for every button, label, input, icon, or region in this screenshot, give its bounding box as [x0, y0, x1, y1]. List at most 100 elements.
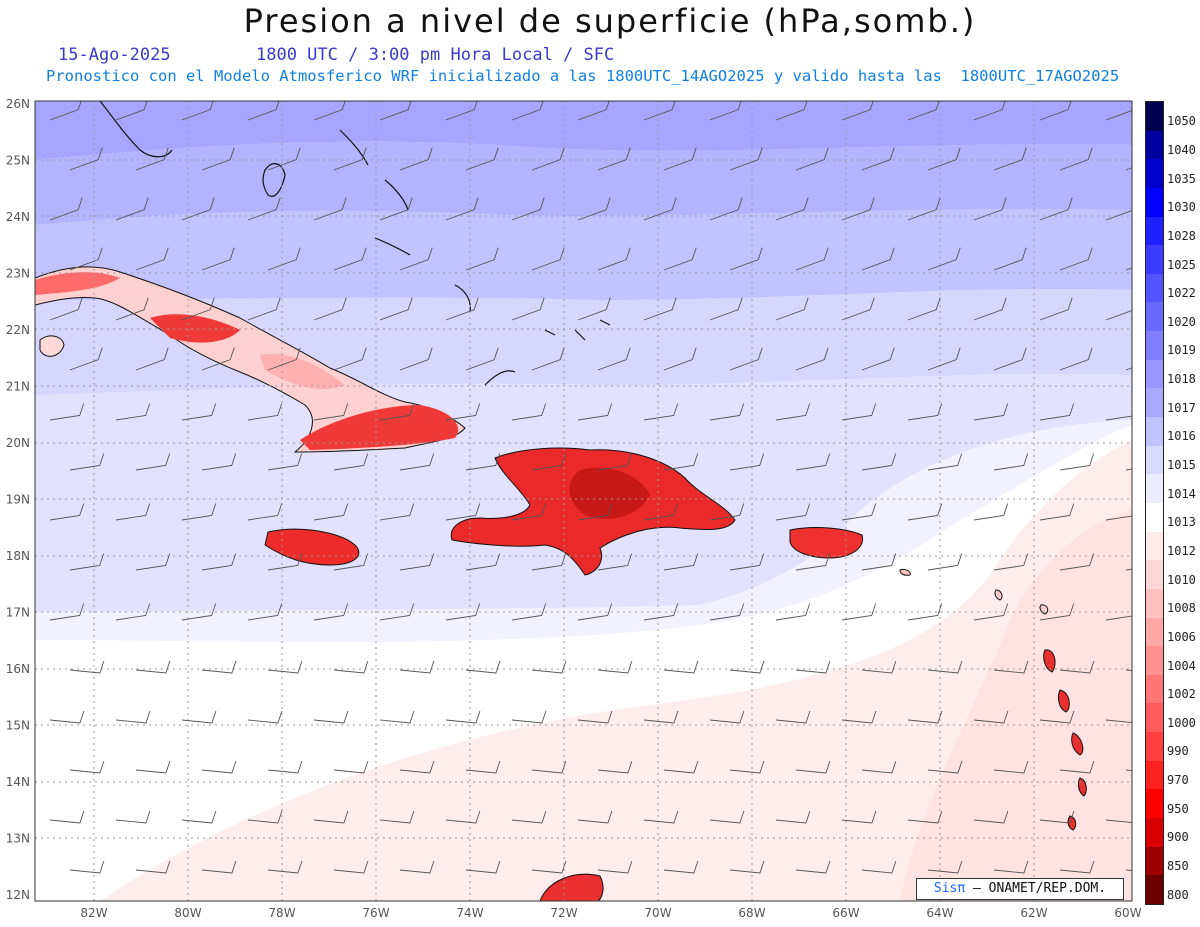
lon-label-74W: 74W	[456, 906, 483, 920]
colorbar-swatch	[1146, 789, 1163, 819]
wind-barb	[201, 860, 237, 874]
wind-barb	[907, 503, 943, 521]
wind-barb	[709, 503, 745, 521]
wind-barb	[775, 503, 811, 521]
wind-barb	[1105, 719, 1132, 724]
wind-barb	[597, 347, 631, 371]
colorbar-swatch	[1146, 502, 1163, 532]
wind-barb	[333, 553, 369, 571]
wind-barb	[907, 297, 941, 321]
wind-barb	[993, 660, 1029, 674]
wind-barb	[1105, 615, 1132, 621]
lon-label-64W: 64W	[926, 906, 953, 920]
wind-barb	[775, 101, 808, 121]
credit-brand: Sisπ	[933, 881, 966, 896]
model-description: Pronostico con el Modelo Atmosferico WRF…	[46, 67, 1120, 85]
wind-barb	[379, 710, 415, 724]
wind-barb	[841, 603, 877, 621]
wind-barb	[841, 297, 875, 321]
wind-barb	[973, 403, 1009, 421]
wind-barb	[313, 101, 346, 121]
map-title: Presion a nivel de superficie (hPa,somb.…	[243, 2, 977, 40]
colorbar-swatch	[1146, 187, 1163, 217]
wind-barb	[1059, 860, 1095, 874]
wind-barb	[69, 147, 103, 171]
wind-barb	[861, 247, 895, 271]
wind-barb	[181, 197, 215, 221]
colorbar-label: 1008	[1167, 601, 1196, 616]
wind-barb	[729, 347, 763, 371]
colorbar-label: 1016	[1167, 429, 1196, 444]
colorbar-swatch	[1146, 273, 1163, 303]
wind-barb	[927, 247, 961, 271]
wind-barb	[861, 347, 895, 371]
wind-barb	[907, 810, 943, 824]
colorbar-label: 1030	[1167, 200, 1196, 215]
colorbar-swatch	[1146, 417, 1163, 446]
longitude-labels: 82W 80W 78W 76W 74W 72W 70W 68W 66W 64W 62W 60W	[80, 906, 1141, 920]
lat-label-22N: 22N	[6, 323, 30, 337]
wind-barb	[135, 660, 171, 674]
wind-barb	[973, 197, 1007, 221]
wind-barb	[445, 403, 481, 421]
wind-barb	[399, 760, 435, 774]
lon-label-78W: 78W	[268, 906, 295, 920]
wind-barb	[1039, 297, 1073, 321]
wind-barb	[181, 710, 217, 724]
wind-barb	[379, 603, 415, 621]
colorbar-label: 1018	[1167, 372, 1196, 387]
wind-barb	[643, 503, 679, 521]
wind-barb	[181, 810, 217, 824]
pressure-field	[35, 101, 1132, 901]
colorbar-swatch	[1146, 560, 1163, 589]
wind-barb	[597, 860, 633, 874]
wind-barb	[1039, 603, 1075, 621]
wind-barb	[115, 101, 148, 121]
wind-barb	[511, 603, 547, 621]
wind-barb	[841, 503, 877, 521]
wind-barb	[399, 247, 433, 271]
wind-barb	[135, 860, 171, 874]
colorbar-swatch	[1146, 760, 1163, 790]
wind-barb	[333, 760, 369, 774]
wind-barb	[663, 247, 697, 271]
wind-barb	[577, 297, 611, 321]
graticule	[35, 101, 1132, 901]
wind-barb	[49, 710, 85, 724]
wind-barb	[993, 147, 1027, 171]
colorbar-label: 800	[1167, 887, 1189, 902]
wind-barb	[1059, 760, 1095, 774]
colorbar-label: 1006	[1167, 629, 1196, 644]
colorbar-swatch	[1146, 531, 1163, 561]
colorbar-label: 1013	[1167, 515, 1196, 530]
wind-barb	[511, 710, 547, 724]
wind-barb	[577, 810, 613, 824]
wind-barb	[313, 197, 347, 221]
wind-barb	[511, 503, 547, 521]
wind-barb	[115, 197, 149, 221]
wind-barb	[49, 403, 85, 421]
wind-barb	[267, 147, 301, 171]
colorbar-label: 970	[1167, 773, 1189, 788]
wind-barb	[993, 347, 1027, 371]
wind-barb	[201, 453, 237, 471]
colorbar-label: 1014	[1167, 486, 1196, 501]
colorbar-label: 1010	[1167, 572, 1196, 587]
wind-barb	[267, 453, 303, 471]
wind-barb	[399, 660, 435, 674]
wind-barb	[49, 197, 83, 221]
credit-text: – ONAMET/REP.DOM.	[973, 881, 1107, 896]
wind-barb	[663, 453, 699, 471]
wind-barb	[993, 453, 1029, 471]
wind-barb	[445, 503, 481, 521]
wind-barb	[729, 660, 765, 674]
wind-barb	[465, 247, 499, 271]
wind-barb	[465, 553, 501, 571]
colorbar-label: 1015	[1167, 458, 1196, 473]
colorbar-swatch	[1146, 846, 1163, 876]
lat-label-18N: 18N	[6, 549, 30, 563]
colorbar-swatch	[1146, 331, 1163, 360]
wind-barb	[135, 760, 171, 774]
wind-barb	[115, 710, 151, 724]
colorbar-swatch	[1146, 159, 1163, 188]
